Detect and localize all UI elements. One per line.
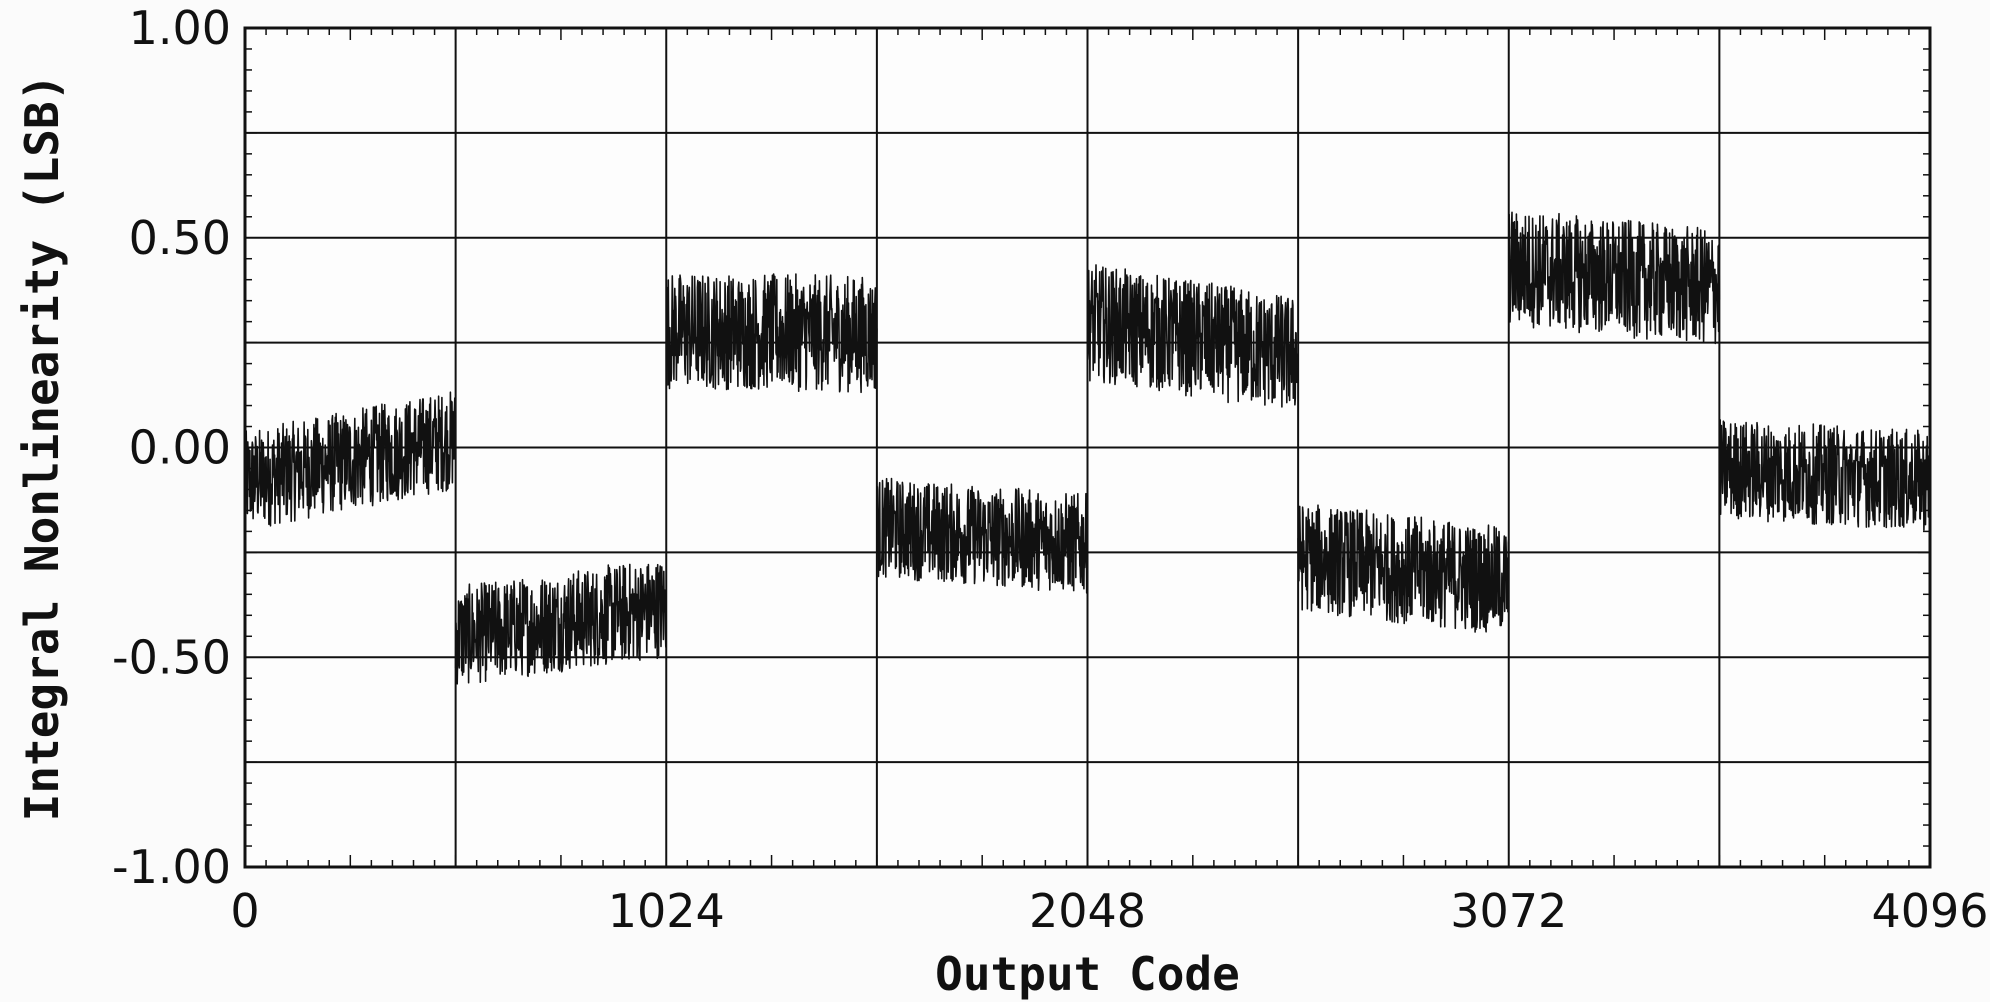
x-tick-labels: 0 1024 2048 3072 4096 — [230, 884, 1988, 938]
x-tick-label: 3072 — [1450, 884, 1567, 938]
data-series — [244, 211, 1931, 685]
plot-frame — [243, 26, 1932, 869]
y-tick-labels: 1.00 0.50 0.00 -0.50 -1.00 — [112, 1, 231, 894]
data-segment — [454, 563, 668, 685]
x-tick-label: 4096 — [1871, 884, 1988, 938]
data-segment — [1086, 264, 1299, 408]
x-tick-label: 0 — [230, 884, 259, 938]
data-segment — [1718, 419, 1931, 531]
y-tick-label: -1.00 — [112, 840, 231, 894]
plot-border — [243, 26, 1932, 869]
data-segment — [1297, 504, 1510, 633]
y-tick-label: -0.50 — [112, 630, 231, 684]
y-tick-label: 1.00 — [129, 1, 231, 55]
data-segment — [1508, 211, 1721, 345]
x-tick-label: 2048 — [1029, 884, 1146, 938]
x-axis-title: Output Code — [935, 947, 1240, 1001]
data-segment — [665, 273, 878, 394]
y-axis-title: Integral Nonlinearity (LSB) — [15, 74, 69, 822]
x-tick-label: 1024 — [608, 884, 725, 938]
data-segment — [876, 477, 1089, 594]
y-tick-label: 0.00 — [129, 421, 231, 475]
y-tick-label: 0.50 — [129, 211, 231, 265]
data-segment — [244, 391, 457, 527]
